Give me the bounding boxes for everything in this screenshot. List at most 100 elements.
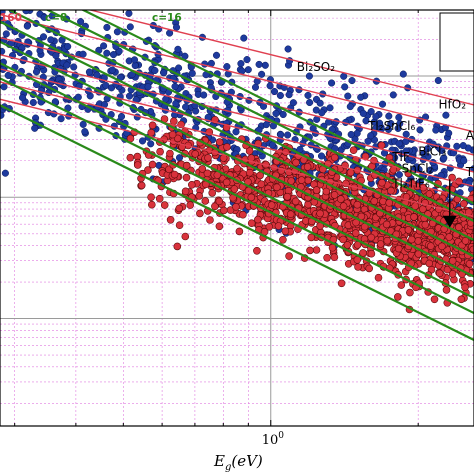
red-point	[291, 197, 300, 206]
blue-point	[85, 0, 92, 3]
compound-label: BiCl₃	[418, 145, 446, 159]
red-point	[223, 143, 231, 151]
blue-point	[284, 131, 292, 139]
red-point	[175, 204, 184, 213]
red-point	[239, 210, 247, 219]
blue-point	[305, 72, 313, 80]
red-point	[430, 295, 439, 304]
blue-point	[160, 69, 168, 77]
red-point	[306, 246, 314, 255]
blue-point	[389, 91, 397, 99]
red-point	[233, 164, 241, 173]
red-point	[245, 147, 254, 155]
blue-point	[17, 0, 24, 6]
red-point	[166, 149, 174, 158]
red-point	[186, 201, 194, 209]
blue-point	[103, 23, 111, 31]
arrow-head	[442, 215, 457, 228]
blue-point	[117, 112, 126, 121]
blue-point	[346, 103, 354, 111]
blue-point	[64, 42, 72, 51]
blue-point	[147, 140, 155, 148]
red-point	[469, 245, 474, 254]
blue-point	[244, 66, 252, 74]
red-point	[425, 259, 434, 268]
blue-point	[266, 82, 274, 90]
red-point	[292, 158, 300, 167]
blue-point	[125, 10, 133, 17]
red-point	[330, 191, 339, 199]
x-axis-ticks: 100	[14, 10, 419, 448]
line-label-c16: c=16	[152, 12, 182, 24]
red-point	[173, 242, 182, 251]
red-point	[195, 192, 203, 200]
blue-point	[200, 91, 208, 99]
red-point	[279, 236, 287, 244]
blue-point	[251, 83, 260, 91]
red-point	[407, 235, 416, 244]
blue-point	[341, 83, 349, 91]
blue-point	[258, 70, 266, 78]
blue-point	[423, 145, 432, 153]
green-guide-lines	[0, 10, 474, 342]
blue-point	[395, 140, 403, 148]
red-point	[232, 203, 240, 211]
red-point	[254, 215, 262, 224]
blue-point	[279, 110, 287, 119]
blue-point	[413, 163, 421, 171]
red-point	[442, 286, 451, 294]
blue-point	[53, 1, 60, 8]
red-point	[445, 233, 454, 241]
compound-label: SnCl₂	[402, 162, 434, 176]
blue-point	[79, 120, 87, 128]
red-point	[414, 237, 422, 245]
red-point	[208, 189, 216, 197]
red-guide-line	[0, 98, 474, 218]
red-point	[253, 247, 261, 255]
red-point	[204, 154, 212, 162]
blue-point	[74, 93, 82, 101]
red-point	[461, 237, 470, 245]
blue-point	[29, 98, 37, 107]
red-point	[215, 138, 224, 146]
blue-point	[426, 166, 434, 174]
blue-point	[387, 119, 395, 128]
blue-point	[144, 83, 152, 91]
blue-point	[284, 45, 292, 53]
green-guide-line	[80, 10, 474, 205]
red-point	[425, 190, 434, 198]
red-point	[457, 295, 466, 304]
red-point	[339, 202, 348, 210]
blue-point	[85, 68, 93, 76]
compound-label: Tl₂SnCl₆	[367, 119, 415, 133]
blue-point	[359, 109, 367, 117]
blue-point	[32, 68, 41, 76]
compound-label: AlT	[466, 128, 474, 142]
red-point	[438, 242, 446, 251]
red-point	[191, 150, 199, 158]
red-point	[203, 169, 212, 178]
red-point	[383, 236, 392, 245]
x-axis-label-unit: (eV)	[231, 452, 263, 470]
red-point	[215, 222, 224, 231]
red-point	[148, 121, 157, 130]
blue-point	[174, 45, 182, 53]
blue-point	[317, 152, 326, 160]
line-label-c8: c=8	[45, 12, 67, 24]
red-point	[461, 283, 469, 292]
blue-point	[130, 56, 139, 64]
red-point	[181, 187, 190, 196]
blue-point	[348, 77, 356, 85]
red-point	[160, 201, 169, 209]
red-point	[410, 213, 418, 221]
red-point	[170, 117, 178, 125]
blue-point	[77, 18, 85, 26]
red-point	[337, 279, 346, 288]
blue-point	[304, 91, 312, 99]
blue-point	[347, 130, 355, 139]
red-guide-line	[0, 81, 474, 201]
blue-point	[103, 49, 111, 57]
blue-point	[316, 99, 324, 107]
red-point	[287, 177, 296, 185]
red-point	[286, 210, 295, 218]
